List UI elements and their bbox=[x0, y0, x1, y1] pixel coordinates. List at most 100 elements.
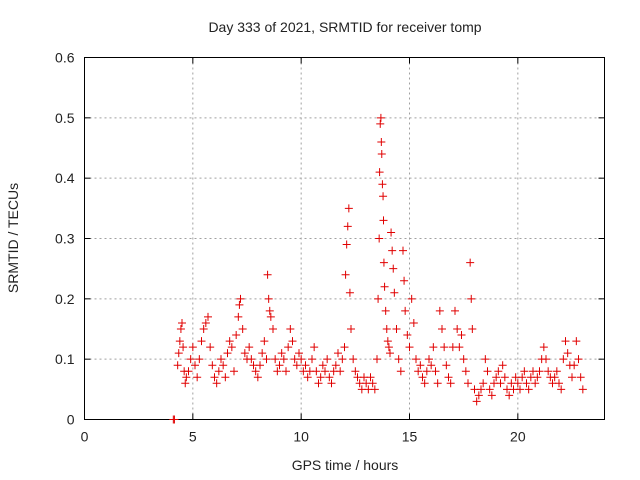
data-point bbox=[195, 355, 204, 364]
data-point bbox=[400, 276, 409, 285]
data-point bbox=[314, 379, 323, 388]
data-point bbox=[576, 373, 585, 382]
data-point bbox=[286, 325, 295, 333]
data-point bbox=[279, 355, 288, 364]
data-point bbox=[570, 361, 579, 370]
data-point bbox=[578, 385, 587, 394]
x-tick-label: 15 bbox=[402, 429, 418, 445]
data-point bbox=[325, 373, 334, 382]
data-point bbox=[389, 264, 398, 273]
data-point bbox=[193, 373, 202, 382]
data-point bbox=[341, 270, 350, 279]
data-point bbox=[468, 325, 477, 333]
data-point bbox=[539, 343, 548, 352]
data-point bbox=[377, 137, 386, 146]
data-point bbox=[513, 379, 522, 388]
data-point bbox=[568, 373, 576, 382]
data-point bbox=[206, 343, 215, 352]
x-axis-label: GPS time / hours bbox=[292, 457, 399, 473]
data-point bbox=[368, 379, 377, 388]
data-point bbox=[384, 343, 393, 352]
data-point bbox=[297, 355, 306, 364]
x-tick-label: 0 bbox=[81, 429, 89, 445]
data-point bbox=[318, 361, 327, 370]
data-point bbox=[175, 337, 184, 346]
data-point bbox=[235, 300, 244, 309]
data-point bbox=[379, 192, 388, 201]
data-point bbox=[383, 337, 392, 346]
data-point bbox=[494, 367, 503, 376]
data-point bbox=[472, 397, 481, 406]
data-point bbox=[271, 355, 280, 364]
data-point bbox=[251, 367, 260, 376]
data-point bbox=[295, 349, 303, 358]
data-point bbox=[310, 343, 319, 352]
data-point bbox=[386, 349, 394, 358]
data-point bbox=[303, 373, 312, 382]
data-point bbox=[343, 222, 352, 231]
data-point bbox=[533, 373, 542, 382]
data-point bbox=[380, 282, 389, 291]
data-point bbox=[225, 337, 234, 346]
data-point bbox=[232, 331, 241, 340]
data-point bbox=[327, 379, 336, 388]
data-point bbox=[266, 312, 275, 321]
data-point bbox=[253, 373, 262, 382]
data-point bbox=[378, 180, 387, 189]
data-point bbox=[214, 367, 223, 376]
data-point bbox=[438, 325, 446, 333]
data-point bbox=[520, 367, 529, 376]
data-point bbox=[230, 367, 238, 376]
data-point bbox=[188, 343, 197, 352]
data-point bbox=[170, 415, 179, 424]
data-point bbox=[376, 113, 385, 122]
data-point bbox=[236, 294, 245, 303]
data-point bbox=[431, 367, 440, 376]
data-point bbox=[191, 361, 199, 370]
data-point bbox=[336, 367, 345, 376]
data-point bbox=[542, 355, 550, 364]
data-point bbox=[321, 367, 329, 376]
data-point bbox=[316, 373, 325, 382]
data-point bbox=[392, 325, 401, 333]
data-point bbox=[435, 306, 444, 315]
data-point bbox=[174, 349, 183, 358]
data-point bbox=[234, 312, 243, 321]
data-point bbox=[464, 379, 472, 388]
data-point bbox=[399, 246, 407, 255]
data-points bbox=[169, 113, 587, 424]
y-axis-label: SRMTID / TECUs bbox=[5, 183, 21, 293]
data-point bbox=[256, 361, 264, 370]
data-point bbox=[349, 355, 358, 364]
y-tick-label: 0.5 bbox=[55, 110, 75, 126]
data-point bbox=[184, 367, 193, 376]
data-point bbox=[574, 355, 583, 364]
data-point bbox=[474, 391, 483, 400]
data-point bbox=[288, 337, 297, 346]
data-point bbox=[197, 337, 206, 346]
data-point bbox=[345, 288, 354, 297]
data-point bbox=[176, 325, 185, 333]
data-point bbox=[186, 355, 195, 364]
data-point bbox=[394, 355, 403, 364]
data-point bbox=[414, 367, 423, 376]
data-point bbox=[403, 331, 412, 340]
data-point bbox=[277, 349, 286, 358]
data-point bbox=[370, 385, 379, 394]
y-tick-label: 0.1 bbox=[55, 351, 75, 367]
data-point bbox=[381, 306, 390, 315]
y-tick-label: 0.3 bbox=[55, 231, 75, 247]
data-point bbox=[477, 385, 485, 394]
data-point bbox=[500, 373, 509, 382]
data-point bbox=[459, 355, 468, 364]
data-point bbox=[453, 325, 462, 333]
data-point bbox=[263, 270, 272, 279]
data-point bbox=[204, 312, 212, 321]
data-point bbox=[284, 343, 293, 352]
data-point bbox=[344, 204, 353, 213]
data-point bbox=[201, 318, 210, 327]
data-point bbox=[531, 379, 540, 388]
data-point bbox=[522, 379, 531, 388]
data-point bbox=[387, 228, 396, 237]
